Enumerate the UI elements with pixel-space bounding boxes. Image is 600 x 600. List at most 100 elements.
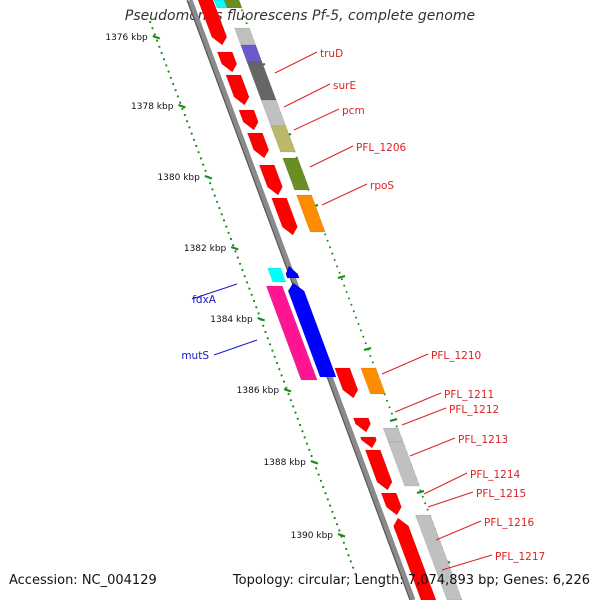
outer-track-dot xyxy=(421,495,424,498)
outer-track-tick xyxy=(389,417,398,423)
gene-label-leader xyxy=(401,407,447,426)
outer-track-dot xyxy=(331,252,334,255)
outer-track-dot xyxy=(240,9,243,12)
gene-label-leader xyxy=(309,145,354,168)
scale-dot xyxy=(289,399,292,402)
gene-label-pfl-1216: PFL_1216 xyxy=(484,517,535,529)
cog-feature xyxy=(387,441,420,487)
scale-dot xyxy=(190,132,193,135)
scale-dot xyxy=(303,436,306,439)
gene-label-pfl-1212: PFL_1212 xyxy=(449,404,499,416)
forward-cds xyxy=(247,132,270,159)
cog-feature xyxy=(260,99,287,127)
outer-track-dot xyxy=(359,329,362,332)
gene-label-trud: truD xyxy=(320,48,343,60)
scale-dot xyxy=(317,473,320,476)
gene-label-fdxa: fdxA xyxy=(192,294,217,306)
forward-cds xyxy=(364,449,393,491)
scale-dot xyxy=(296,417,299,420)
outer-track-tick xyxy=(416,489,425,495)
outer-track-dot xyxy=(355,316,358,319)
outer-track-dot xyxy=(243,15,246,18)
scale-dot xyxy=(271,349,274,352)
gene-label-leader xyxy=(321,183,368,206)
scale-dot xyxy=(225,225,228,228)
forward-cds xyxy=(334,367,359,399)
scale-dot xyxy=(338,529,341,532)
gene-label-pfl-1211: PFL_1211 xyxy=(444,389,494,401)
cog-feature xyxy=(265,285,318,381)
scale-dot xyxy=(181,107,184,110)
scale-dot xyxy=(255,306,258,309)
scale-dot xyxy=(195,144,198,148)
gene-label-leader xyxy=(274,51,318,74)
forward-cds xyxy=(393,527,437,600)
gene-label-leader xyxy=(283,83,331,108)
outer-track-dot xyxy=(352,310,355,313)
outer-track-tick xyxy=(337,274,346,280)
scale-dot xyxy=(199,157,202,160)
scale-tick xyxy=(283,387,292,393)
scale-dot xyxy=(188,126,191,129)
accession-text: Accession: NC_004129 xyxy=(9,573,157,588)
scale-dot xyxy=(248,287,251,290)
gene-label-leader xyxy=(394,392,442,413)
scale-dot xyxy=(156,39,159,42)
scale-dot xyxy=(252,299,256,303)
scale-dot xyxy=(273,355,276,358)
outer-track-dot xyxy=(338,271,341,274)
outer-track-dot xyxy=(326,239,329,242)
scale-dot xyxy=(202,163,205,166)
outer-track-dot xyxy=(369,355,372,357)
outer-track-dot xyxy=(245,22,248,25)
scale-dot xyxy=(305,442,309,445)
outer-track-dot xyxy=(426,508,429,511)
forward-cds xyxy=(238,109,259,131)
scale-dot xyxy=(165,64,168,67)
scale-dot xyxy=(167,70,170,73)
outer-track-dot xyxy=(340,278,343,281)
scale-dot xyxy=(160,51,163,55)
scale-tick xyxy=(257,316,266,322)
cog-feature xyxy=(234,27,257,46)
cog-feature xyxy=(382,427,404,443)
scale-dot xyxy=(216,200,219,203)
cog-feature xyxy=(267,267,287,283)
cog-feature xyxy=(213,0,228,9)
outer-track-dot xyxy=(386,399,389,402)
scale-dot xyxy=(197,151,200,154)
scale-tick-label: 1384 kbp xyxy=(210,315,253,325)
scale-dot xyxy=(246,281,249,284)
scale-tick xyxy=(310,459,319,465)
cog-feature xyxy=(270,125,296,153)
scale-dot xyxy=(227,231,230,234)
kbp-scale: 1376 kbp 1378 kbp 1380 kbp 1382 kbp 1384 kbp… xyxy=(105,20,357,575)
outer-track-dot xyxy=(350,303,353,306)
scale-dot xyxy=(149,20,152,24)
gene-label-pcm: pcm xyxy=(342,105,365,117)
scale-dot xyxy=(236,256,239,259)
scale-dot xyxy=(220,213,223,216)
scale-dot xyxy=(280,374,283,377)
scale-dot xyxy=(211,188,214,191)
scale-tick xyxy=(204,174,213,180)
outer-track-dot xyxy=(333,259,336,261)
scale-tick xyxy=(152,34,161,40)
scale-dot xyxy=(322,485,325,489)
gene-label-leader xyxy=(435,520,482,541)
scale-dot xyxy=(285,386,288,389)
scale-dot xyxy=(326,498,329,501)
scale-dot xyxy=(301,430,304,433)
gene-label-muts: mutS xyxy=(181,350,209,362)
scale-tick-label: 1386 kbp xyxy=(237,386,280,396)
gene-labels: truD surE pcm PFL_1206 rpoS PFL_1210 PFL_1211 P… xyxy=(181,48,545,571)
scale-dot xyxy=(250,293,253,296)
cog-feature xyxy=(246,61,277,101)
forward-cds xyxy=(393,517,410,529)
outer-track-dot xyxy=(424,502,427,505)
scale-tick-label: 1376 kbp xyxy=(105,33,148,43)
gene-label-leader xyxy=(293,108,340,131)
cog-feature xyxy=(240,44,263,63)
scale-dot xyxy=(275,361,279,365)
scale-tick xyxy=(230,245,239,251)
